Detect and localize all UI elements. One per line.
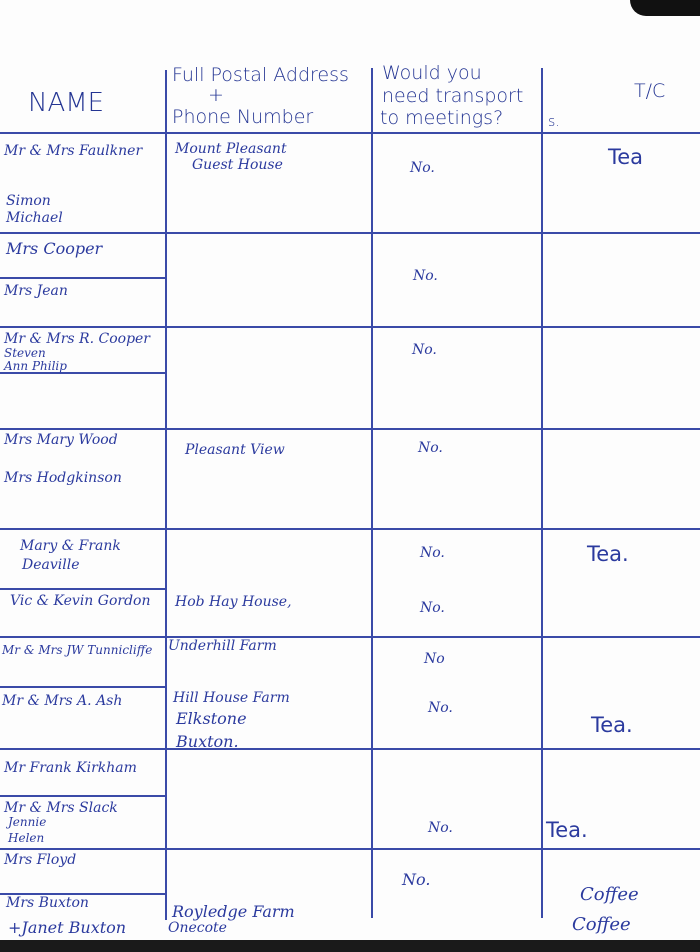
address-entry: Royledge Farm [172, 902, 295, 921]
header-name: NAME [28, 88, 105, 118]
name-entry: Steven [4, 346, 46, 360]
name-entry: Jennie [8, 815, 47, 829]
tc-choice: Tea. [546, 818, 588, 842]
row-divider [0, 588, 165, 590]
column-divider [371, 68, 373, 918]
column-divider [165, 70, 167, 920]
name-entry: Ann Philip [4, 359, 67, 373]
address-entry: Buxton. [176, 732, 239, 751]
row-divider [0, 428, 700, 430]
address-entry: Onecote [168, 920, 227, 936]
name-entry: Mr & Mrs Slack [4, 800, 118, 816]
address-entry: Elkstone [176, 709, 247, 728]
name-entry: Mr & Mrs Faulkner [4, 143, 143, 159]
row-divider [0, 795, 165, 797]
name-entry: Mrs Jean [4, 283, 68, 299]
name-entry: Michael [6, 210, 63, 226]
address-entry: Guest House [192, 157, 283, 173]
row-divider [0, 326, 700, 328]
transport-answer: No [424, 651, 445, 667]
transport-answer: No. [413, 268, 438, 284]
name-entry: Mrs Mary Wood [4, 432, 118, 448]
row-divider [0, 372, 165, 374]
name-entry: Mrs Hodgkinson [4, 470, 122, 486]
header-transport-1: Would you [382, 62, 482, 84]
row-divider [0, 636, 700, 638]
header-phone: Phone Number [172, 106, 314, 128]
transport-answer: No. [420, 545, 445, 561]
tc-choice: Coffee [572, 914, 631, 935]
name-entry: Mary & Frank [20, 538, 121, 554]
address-entry: Underhill Farm [168, 638, 277, 654]
row-divider [0, 528, 700, 530]
row-divider [0, 893, 165, 895]
tc-choice: Coffee [580, 884, 639, 905]
header-address: Full Postal Address [172, 64, 349, 86]
transport-answer: No. [412, 342, 437, 358]
transport-answer: No. [428, 700, 453, 716]
page-corner-shadow [630, 0, 700, 16]
transport-answer: No. [420, 600, 445, 616]
tc-choice: Tea. [591, 713, 633, 737]
address-entry: Pleasant View [185, 442, 285, 458]
name-entry: Deaville [22, 557, 80, 573]
header-plus: + [208, 84, 224, 106]
name-entry: +Janet Buxton [8, 918, 127, 937]
address-entry: Hill House Farm [173, 690, 290, 706]
row-divider [0, 748, 700, 750]
transport-answer: No. [428, 820, 453, 836]
transport-answer: No. [418, 440, 443, 456]
name-entry: Vic & Kevin Gordon [10, 593, 151, 609]
row-divider [0, 848, 700, 850]
name-entry: Mrs Floyd [4, 852, 77, 868]
row-divider [0, 686, 165, 688]
header-transport-3: to meetings? [380, 107, 504, 129]
column-divider [541, 68, 543, 918]
address-entry: Hob Hay House, [175, 594, 292, 610]
tc-choice: Tea. [587, 542, 629, 566]
header-s: s. [548, 114, 560, 130]
transport-answer: No. [402, 870, 431, 889]
name-entry: Mr Frank Kirkham [4, 760, 137, 776]
row-divider [0, 277, 165, 279]
name-entry: Mrs Buxton [6, 895, 89, 911]
header-transport-2: need transport [382, 85, 524, 107]
address-entry: Mount Pleasant [175, 141, 287, 157]
name-entry: Mr & Mrs R. Cooper [4, 331, 151, 347]
row-divider [0, 132, 700, 134]
transport-answer: No. [410, 160, 435, 176]
name-entry: Simon [6, 193, 51, 209]
scan-bottom-edge [0, 940, 700, 952]
name-entry: Mrs Cooper [6, 239, 103, 258]
tc-choice: Tea [608, 145, 644, 169]
name-entry: Helen [8, 831, 45, 845]
name-entry: Mr & Mrs JW Tunnicliffe [2, 643, 153, 657]
header-tc: T/C [634, 80, 666, 102]
row-divider [0, 232, 700, 234]
name-entry: Mr & Mrs A. Ash [2, 693, 123, 709]
